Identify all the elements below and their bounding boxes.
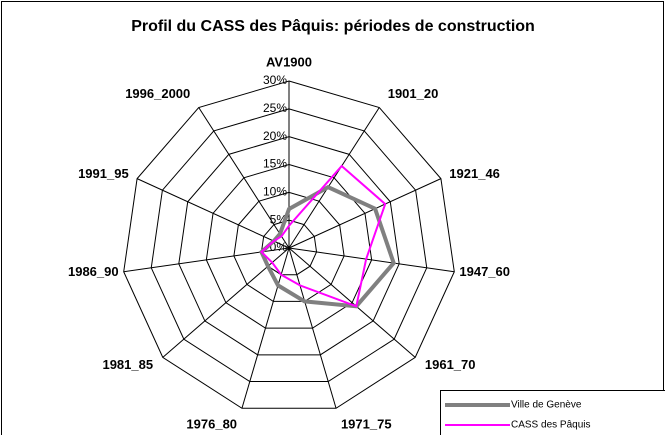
chart-title: Profil du CASS des Pâquis: périodes de c… bbox=[131, 18, 535, 35]
category-label: 1986_90 bbox=[68, 264, 119, 279]
axis-spoke bbox=[288, 247, 337, 409]
category-label: 1961_70 bbox=[425, 357, 476, 372]
r-tick-label: 20% bbox=[263, 129, 287, 143]
legend-box bbox=[440, 390, 665, 435]
r-tick-label: 25% bbox=[263, 101, 287, 115]
category-label: 1991_95 bbox=[78, 166, 129, 181]
category-label: 1971_75 bbox=[341, 416, 392, 431]
grid-ring bbox=[260, 219, 318, 276]
category-label: 1947_60 bbox=[459, 264, 510, 279]
category-label: 1981_85 bbox=[102, 357, 153, 372]
legend-label: CASS des Pâquis bbox=[511, 420, 591, 431]
axis-spoke bbox=[288, 247, 455, 273]
category-label: 1901_20 bbox=[388, 86, 439, 101]
category-label: 1921_46 bbox=[449, 166, 500, 181]
r-tick-label: 30% bbox=[263, 73, 287, 87]
category-label: 1996_2000 bbox=[125, 86, 190, 101]
axis-spoke bbox=[288, 178, 442, 249]
grid-ring bbox=[123, 80, 455, 409]
axis-spoke bbox=[288, 107, 380, 249]
r-tick-label: 15% bbox=[263, 157, 287, 171]
axis-spoke bbox=[136, 178, 290, 249]
r-tick-label: 10% bbox=[263, 185, 287, 199]
series-line bbox=[259, 164, 387, 308]
grid-ring bbox=[178, 136, 400, 356]
r-tick-label: 0% bbox=[270, 240, 288, 254]
category-label: 1976_80 bbox=[186, 416, 237, 431]
grid-ring bbox=[205, 163, 373, 329]
grid-ring bbox=[150, 108, 428, 383]
category-label: AV1900 bbox=[266, 54, 312, 69]
axis-spoke bbox=[162, 247, 290, 358]
grid-ring bbox=[233, 191, 345, 302]
axis-spoke bbox=[288, 247, 416, 358]
axis-spoke bbox=[198, 107, 290, 249]
legend-label: Ville de Genève bbox=[511, 400, 582, 411]
